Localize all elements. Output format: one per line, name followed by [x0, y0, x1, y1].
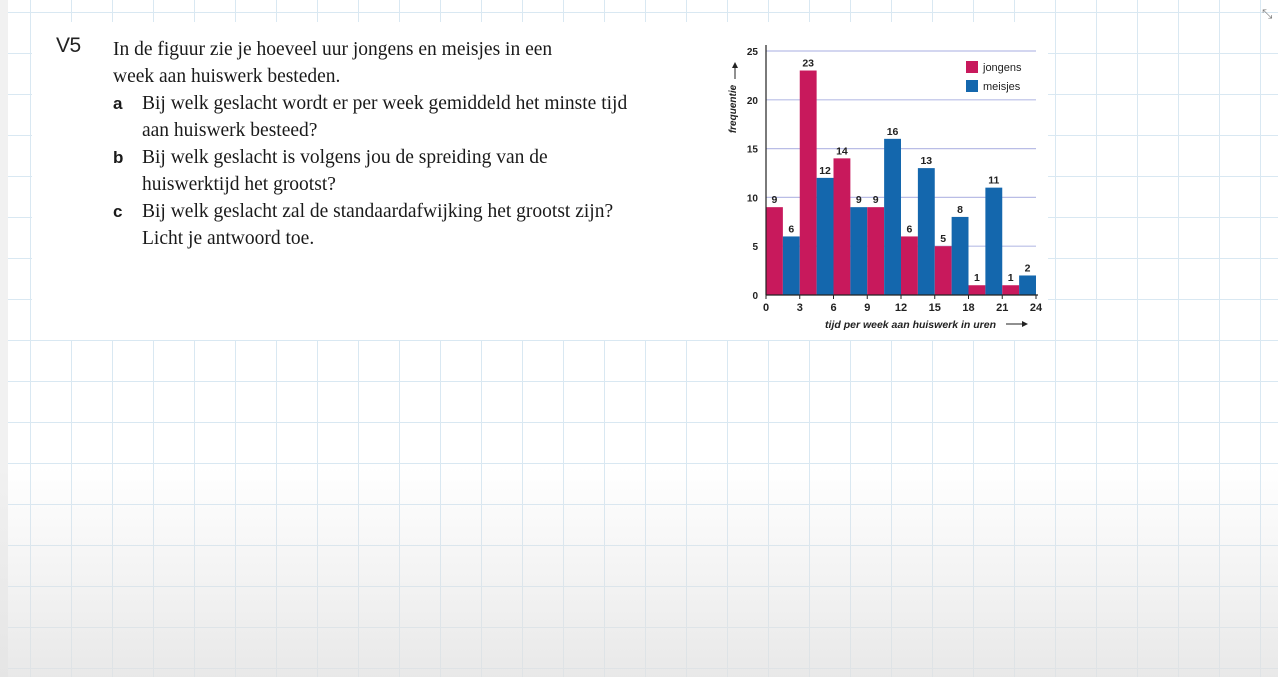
x-tick-label: 15: [929, 302, 941, 314]
x-tick-label: 0: [763, 302, 769, 314]
bar-meisjes: [1019, 275, 1036, 295]
bar-value-label: 5: [940, 233, 946, 245]
bar-meisjes: [850, 207, 868, 295]
bar-meisjes: [951, 216, 969, 295]
question-a: a Bij welk geslacht wordt er per week ge…: [113, 90, 633, 144]
x-axis-label: tijd per week aan huiswerk in uren: [825, 319, 996, 331]
bar-meisjes: [816, 177, 834, 295]
question-text: Bij welk geslacht zal de standaardafwijk…: [142, 201, 614, 249]
bar-value-label: 8: [957, 204, 963, 216]
y-tick-label: 0: [752, 291, 758, 302]
exercise-number: V5: [56, 34, 81, 57]
bar-jongens: [934, 246, 952, 295]
bar-value-label: 9: [772, 194, 778, 206]
x-tick-label: 9: [864, 302, 870, 314]
bar-value-label: 9: [873, 194, 879, 206]
left-edge-strip: [0, 0, 8, 677]
y-tick-label: 25: [747, 47, 759, 58]
x-tick-label: 3: [797, 302, 803, 314]
bar-jongens: [833, 158, 851, 295]
resize-icon[interactable]: ⤡: [1262, 7, 1273, 22]
bar-value-label: 6: [788, 223, 794, 235]
bar-meisjes: [985, 187, 1003, 295]
bar-jongens: [1002, 285, 1020, 295]
question-letter: a: [113, 94, 123, 113]
exercise-card: V5 In de figuur zie je hoeveel uur jonge…: [32, 22, 1048, 340]
x-tick-label: 21: [996, 302, 1008, 314]
bar-value-label: 13: [920, 155, 932, 167]
exercise-intro: In de figuur zie je hoeveel uur jongens …: [113, 39, 553, 87]
x-tick-label: 6: [830, 302, 836, 314]
bar-value-label: 9: [856, 194, 862, 206]
question-letter: b: [113, 148, 124, 167]
x-axis-arrowhead: [1022, 321, 1028, 327]
bar-value-label: 6: [907, 223, 913, 235]
histogram-chart: 9 6 23 12 14 9 9 16 6 13 5 8 1 11 1 2 0 5 10 15 20 25 0 3 6 9 12 15…: [720, 37, 1044, 342]
y-axis-arrowhead: [732, 62, 738, 68]
question-letter: c: [113, 202, 123, 221]
bar-jongens: [901, 236, 918, 295]
legend-label: jongens: [982, 62, 1022, 74]
bar-value-label: 16: [887, 126, 899, 138]
bar-jongens: [867, 207, 885, 295]
question-b: b Bij welk geslacht is volgens jou de sp…: [113, 144, 633, 198]
bar-value-label: 14: [836, 145, 848, 157]
bar-meisjes: [917, 168, 935, 295]
bar-value-label: 12: [819, 165, 831, 177]
bar-meisjes: [782, 236, 800, 295]
bar-value-label: 23: [802, 58, 814, 70]
bar-meisjes: [884, 138, 901, 295]
legend-swatch-jongens: [966, 61, 978, 73]
question-c: c Bij welk geslacht zal de standaardafwi…: [113, 198, 653, 252]
bar-jongens: [799, 70, 817, 295]
bar-jongens: [766, 207, 783, 295]
x-tick-label: 18: [962, 302, 974, 314]
bar-value-label: 2: [1025, 262, 1031, 274]
x-tick-label: 24: [1030, 302, 1043, 314]
legend-label: meisjes: [983, 81, 1021, 93]
y-axis-label: frequentie: [728, 84, 739, 133]
bar-jongens: [968, 285, 986, 295]
y-tick-label: 5: [752, 242, 758, 253]
y-tick-label: 20: [747, 96, 759, 107]
question-text: Bij welk geslacht is volgens jou de spre…: [142, 147, 548, 195]
y-tick-label: 10: [747, 193, 759, 204]
bar-value-label: 11: [988, 175, 999, 187]
bar-value-label: 1: [974, 272, 980, 284]
y-tick-label: 15: [747, 145, 759, 156]
question-text: Bij welk geslacht wordt er per week gemi…: [142, 93, 628, 141]
bottom-shade: [0, 467, 1278, 677]
legend-swatch-meisjes: [966, 80, 978, 92]
x-tick-label: 12: [895, 302, 907, 314]
bar-value-label: 1: [1008, 272, 1014, 284]
